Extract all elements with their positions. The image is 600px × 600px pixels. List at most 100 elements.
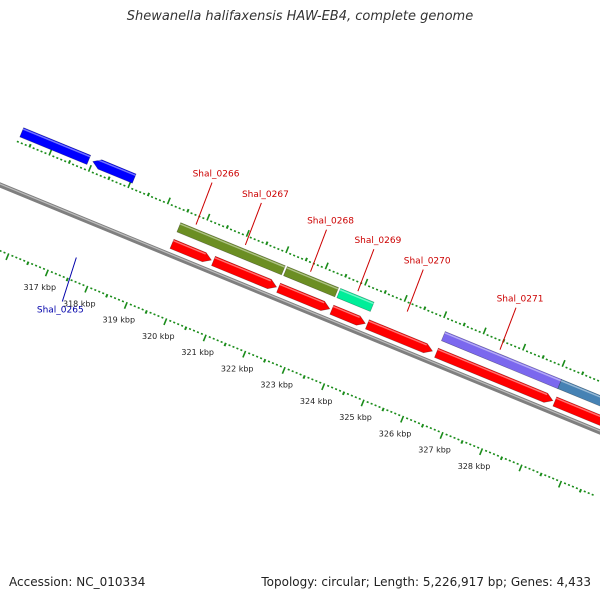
reverse-cds-feature[interactable]: [19, 127, 92, 165]
forward-cds-feature[interactable]: [169, 238, 212, 263]
tick-label: 322 kbp: [221, 364, 254, 373]
outer-ruler-minor-tick: [119, 182, 122, 186]
inner-ruler-minor-tick: [200, 332, 204, 335]
gene-label-leader: [406, 269, 424, 312]
gene-label[interactable]: Shal_0271: [497, 295, 544, 305]
gene-label[interactable]: Shal_0270: [404, 257, 451, 267]
outer-ruler-minor-tick: [510, 343, 513, 346]
inner-ruler-minor-tick: [26, 261, 30, 266]
inner-ruler-minor-tick: [445, 433, 448, 436]
forward-cds-feature[interactable]: [365, 319, 434, 354]
gene-label[interactable]: Shal_0269: [354, 236, 401, 246]
outer-ruler-minor-tick: [150, 195, 154, 199]
accession-text: Accession: NC_010334: [9, 575, 146, 589]
forward-cds-feature[interactable]: [276, 282, 331, 311]
forward-cds-feature[interactable]: [329, 304, 366, 326]
inner-ruler-minor-tick: [319, 381, 322, 384]
outer-ruler-minor-tick: [407, 301, 410, 304]
outer-ruler-minor-tick: [486, 333, 489, 337]
inner-ruler-minor-tick: [555, 478, 559, 482]
outer-ruler-minor-tick: [462, 322, 466, 327]
inner-ruler-minor-tick: [141, 308, 144, 311]
inner-ruler-minor-tick: [394, 412, 397, 415]
outer-ruler-minor-tick: [411, 303, 414, 306]
outer-ruler-minor-tick: [146, 192, 151, 197]
gene-label-leader: [244, 202, 262, 246]
feature-highlight: [286, 267, 339, 290]
inner-ruler-minor-tick: [571, 485, 575, 488]
tick-label: 317 kbp: [23, 283, 56, 292]
forward-gene-feature[interactable]: [336, 288, 375, 312]
inner-ruler-minor-tick: [587, 491, 590, 495]
gene-labels: Shal_0265Shal_0266Shal_0267Shal_0268Shal…: [37, 170, 544, 350]
outer-ruler-minor-tick: [52, 155, 55, 158]
outer-ruler-minor-tick: [281, 249, 284, 252]
forward-gene-feature[interactable]: [557, 379, 600, 409]
outer-ruler-minor-tick: [111, 179, 114, 182]
gene-label[interactable]: Shal_0266: [193, 170, 240, 180]
inner-ruler-minor-tick: [223, 342, 227, 347]
tick-label: 328 kbp: [458, 462, 491, 471]
outer-ruler-minor-tick: [573, 369, 576, 372]
inner-ruler-minor-tick: [386, 409, 389, 412]
forward-cds-feature[interactable]: [211, 255, 278, 290]
feature-highlight: [93, 157, 136, 177]
inner-ruler-minor-tick: [30, 262, 34, 266]
inner-ruler-minor-tick: [532, 469, 535, 472]
outer-ruler-minor-tick: [107, 176, 111, 181]
outer-ruler-major-tick: [522, 343, 527, 351]
forward-cds-feature[interactable]: [434, 347, 554, 403]
inner-ruler-minor-tick: [232, 345, 235, 348]
outer-ruler-minor-tick: [190, 212, 193, 215]
inner-ruler-minor-tick: [117, 298, 121, 301]
inner-ruler-minor-tick: [228, 344, 231, 347]
inner-ruler-minor-tick: [192, 329, 196, 332]
gene-label[interactable]: Shal_0267: [242, 190, 289, 200]
outer-ruler-minor-tick: [138, 190, 142, 194]
inner-ruler-minor-tick: [460, 439, 464, 444]
outer-ruler-minor-tick: [115, 181, 118, 184]
tick-label: 321 kbp: [181, 348, 214, 357]
outer-ruler-minor-tick: [83, 168, 87, 171]
inner-ruler-minor-tick: [161, 316, 164, 319]
outer-ruler-minor-tick: [213, 221, 217, 225]
inner-ruler-minor-tick: [3, 251, 6, 254]
forward-gene-feature[interactable]: [283, 266, 339, 298]
inner-ruler-minor-tick: [236, 347, 239, 350]
forward-cds-feature[interactable]: [552, 396, 600, 427]
outer-ruler-minor-tick: [158, 199, 162, 202]
outer-ruler-minor-tick: [419, 306, 422, 309]
forward-gene-feature[interactable]: [176, 222, 286, 276]
inner-ruler-minor-tick: [417, 422, 421, 425]
inner-ruler-minor-tick: [255, 355, 259, 358]
tick-label: 327 kbp: [418, 446, 451, 455]
outer-ruler-minor-tick: [257, 239, 260, 242]
outer-ruler-minor-tick: [95, 173, 98, 176]
inner-ruler-minor-tick: [453, 436, 456, 439]
inner-ruler-minor-tick: [101, 292, 105, 295]
outer-ruler-minor-tick: [541, 354, 545, 359]
feature-highlight: [22, 128, 91, 158]
tick-label: 320 kbp: [142, 332, 175, 341]
outer-ruler-minor-tick: [371, 286, 375, 290]
outer-ruler-minor-tick: [36, 148, 39, 151]
outer-ruler-minor-tick: [585, 374, 588, 377]
feature-highlight: [179, 223, 286, 268]
outer-ruler-minor-tick: [352, 278, 355, 281]
outer-ruler-minor-tick: [123, 184, 126, 187]
inner-ruler-minor-tick: [105, 293, 109, 298]
gene-label[interactable]: Shal_0265: [37, 306, 84, 316]
inner-ruler-minor-tick: [11, 254, 14, 257]
inner-ruler-minor-tick: [22, 259, 26, 262]
gene-label-leader: [61, 257, 77, 302]
inner-ruler-minor-tick: [567, 483, 571, 487]
inner-ruler-minor-tick: [578, 488, 583, 493]
reverse-cds-feature[interactable]: [92, 159, 137, 184]
inner-ruler-minor-tick: [121, 300, 125, 303]
outer-ruler-major-tick: [127, 181, 132, 189]
outer-ruler-minor-tick: [292, 254, 296, 257]
gene-label[interactable]: Shal_0268: [307, 217, 354, 227]
inner-ruler-minor-tick: [196, 331, 200, 334]
outer-ruler-minor-tick: [210, 220, 213, 223]
